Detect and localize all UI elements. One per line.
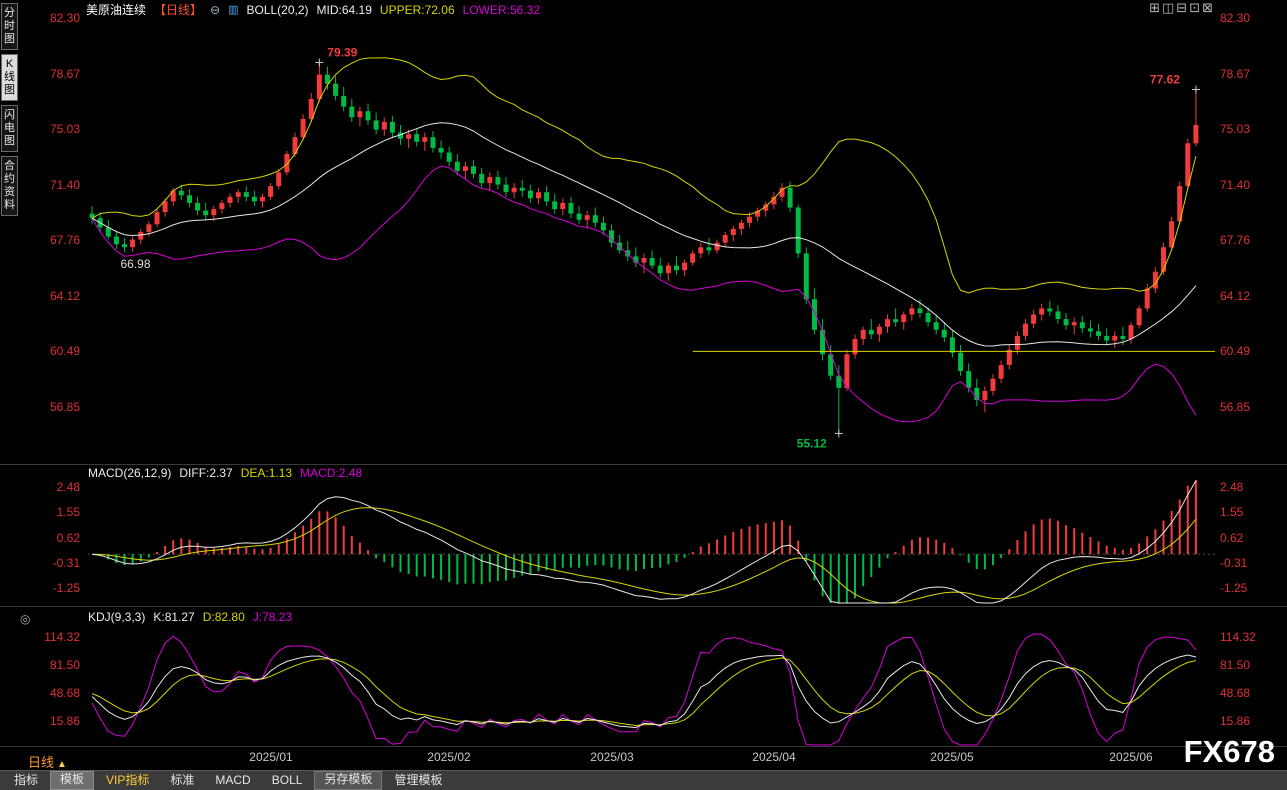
price-tick-right: 82.30 [1220, 11, 1251, 25]
period-selector[interactable]: 日线 ▲ [28, 752, 67, 771]
toolbar-item-8[interactable]: 管理模板 [394, 773, 443, 787]
kdj-title: KDJ(9,3,3) [88, 610, 146, 624]
toolbar-item-1[interactable]: 指标 [14, 773, 39, 787]
macd-diff-value: DIFF:2.37 [179, 466, 233, 480]
kdj-tick-right: 114.32 [1220, 630, 1256, 644]
macd-tick-left: 0.62 [56, 531, 80, 545]
kdj-d-value: D:82.80 [202, 610, 245, 624]
indicator-settings-icon[interactable]: ⊖ [210, 2, 221, 17]
boll-indicator-icon: ▥ [228, 4, 239, 16]
boll-label: BOLL(20,2) [246, 2, 309, 17]
macd-tick-right: -1.25 [1220, 581, 1248, 595]
x-axis-month-label: 2025/06 [1109, 750, 1153, 764]
price-tick-left: 78.67 [49, 67, 80, 81]
macd-indicator-header: MACD(26,12,9) DIFF:2.37 DEA:1.13 MACD:2.… [88, 466, 362, 480]
instrument-title: 美原油连续 [86, 3, 147, 17]
toolbar-item-5[interactable]: MACD [215, 773, 251, 787]
kdj-tick-right: 48.68 [1220, 686, 1251, 700]
x-axis-month-label: 2025/01 [249, 750, 293, 764]
price-tick-right: 60.49 [1220, 344, 1251, 358]
period-label: 日线 [28, 755, 55, 770]
grid-2x2-icon[interactable]: ⊞ [1149, 0, 1160, 15]
macd-tick-right: 2.48 [1220, 480, 1244, 494]
x-axis-month-label: 2025/03 [590, 750, 634, 764]
macd-title: MACD(26,12,9) [88, 466, 172, 480]
bottom-toolbar: 指标 模板 VIP指标 标准 MACD BOLL 另存模板 管理模板 [0, 770, 1287, 790]
kdj-k-value: K:81.27 [153, 610, 195, 624]
price-tick-left: 56.85 [49, 400, 80, 414]
period-tag[interactable]: 【日线】 [154, 3, 203, 17]
toolbar-item-2[interactable]: 模板 [50, 771, 95, 790]
price-annotation-swing-low-apr: 55.12 [797, 436, 827, 450]
kdj-tick-right: 81.50 [1220, 658, 1251, 672]
boll-upper-value: UPPER:72.06 [379, 2, 455, 17]
macd-tick-right: 0.62 [1220, 531, 1244, 545]
price-tick-right: 64.12 [1220, 289, 1251, 303]
price-annotation-swing-high-jan: 79.39 [327, 46, 357, 60]
price-annotation-swing-low-dec: 66.98 [121, 257, 151, 271]
price-tick-right: 67.76 [1220, 233, 1251, 247]
boll-mid-value: MID:64.19 [316, 2, 372, 17]
kdj-tick-left: 48.68 [49, 686, 80, 700]
price-tick-left: 64.12 [49, 289, 80, 303]
macd-macd-value: MACD:2.48 [300, 466, 363, 480]
grid-multi-icon[interactable]: ⊠ [1202, 0, 1213, 15]
toolbar-item-3[interactable]: VIP指标 [106, 773, 150, 787]
macd-tick-left: 2.48 [56, 480, 80, 494]
price-tick-right: 78.67 [1220, 67, 1251, 81]
macd-tick-right: 1.55 [1220, 505, 1244, 519]
chart-type-sidebar: 分时图 K线图闪电图合约资料 [1, 3, 18, 220]
watermark: FX678 [1183, 734, 1275, 769]
split-horizontal-icon[interactable]: ⊟ [1176, 0, 1188, 15]
kdj-tick-right: 15.86 [1220, 714, 1251, 728]
kdj-indicator-header: KDJ(9,3,3) K:81.27 D:82.80 J:78.23 [88, 610, 292, 624]
price-tick-right: 56.85 [1220, 400, 1251, 414]
x-axis-month-label: 2025/02 [427, 750, 471, 764]
price-tick-left: 71.40 [49, 178, 80, 192]
x-axis-month-label: 2025/04 [752, 750, 796, 764]
macd-tick-left: 1.55 [56, 505, 80, 519]
kdj-tick-left: 114.32 [44, 630, 80, 644]
toolbar-item-4[interactable]: 标准 [170, 773, 195, 787]
period-arrow-icon: ▲ [57, 759, 67, 770]
kdj-j-value: J:78.23 [252, 610, 293, 624]
kdj-tick-left: 15.86 [49, 714, 80, 728]
price-tick-left: 75.03 [49, 122, 80, 136]
macd-tick-left: -1.25 [52, 581, 80, 595]
toolbar-item-6[interactable]: BOLL [271, 773, 303, 787]
price-tick-left: 82.30 [49, 11, 80, 25]
boll-lower-value: LOWER:56.32 [462, 2, 540, 17]
split-vertical-icon[interactable]: ◫ [1161, 0, 1175, 15]
indicator-gear-icon[interactable]: ◎ [20, 612, 31, 626]
sidebar-tab-3[interactable]: 闪电图 [1, 105, 18, 152]
single-pane-icon[interactable]: ⊡ [1189, 0, 1201, 15]
sidebar-tab-2[interactable]: K线图 [1, 54, 18, 101]
macd-tick-right: -0.31 [1220, 556, 1248, 570]
macd-tick-left: -0.31 [52, 556, 80, 570]
x-axis-month-label: 2025/05 [930, 750, 974, 764]
kdj-tick-left: 81.50 [49, 658, 80, 672]
price-annotation-swing-high-jun: 77.62 [1150, 73, 1180, 87]
macd-dea-value: DEA:1.13 [240, 466, 293, 480]
window-layout-icons: ⊞ ◫ ⊟ ⊡ ⊠ [1149, 1, 1213, 14]
toolbar-item-7[interactable]: 另存模板 [314, 771, 383, 790]
sidebar-tab-4[interactable]: 合约资料 [1, 156, 18, 216]
price-tick-right: 71.40 [1220, 178, 1251, 192]
sidebar-tab-1[interactable]: 分时图 [1, 3, 18, 50]
price-tick-left: 67.76 [49, 233, 80, 247]
price-tick-right: 75.03 [1220, 122, 1251, 136]
chart-header: 美原油连续 【日线】 ⊖ ▥ BOLL(20,2) MID:64.19 UPPE… [86, 2, 540, 18]
price-tick-left: 60.49 [49, 344, 80, 358]
